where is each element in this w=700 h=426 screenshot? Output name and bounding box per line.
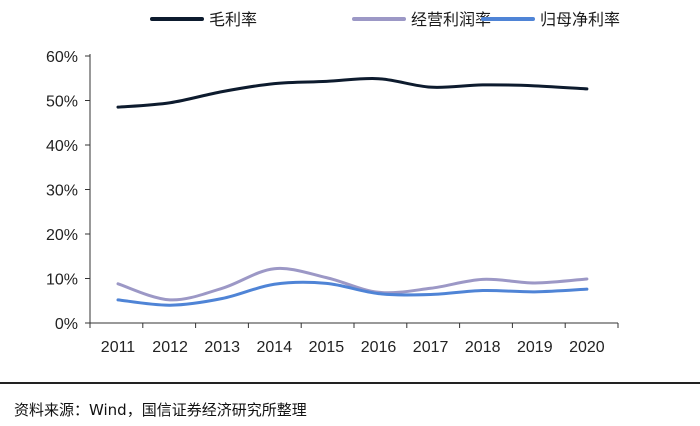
x-tick-label: 2014 xyxy=(257,339,293,356)
series-line-operating-margin xyxy=(116,266,589,302)
y-tick-label: 0% xyxy=(55,316,78,333)
x-axis-ticks: 2011 2012 2013 2014 2015 2016 2017 2018 2019 2020 xyxy=(101,339,605,356)
series-line-net-margin xyxy=(116,280,589,307)
footer-divider xyxy=(0,382,700,384)
line-chart: 毛利率 经营利润率 归母净利率 0%10%20%30%40%50%60% 2011 2… xyxy=(46,10,620,356)
y-tick-label: 60% xyxy=(46,49,78,66)
x-tick-label: 2013 xyxy=(204,339,240,356)
series-lines xyxy=(116,76,589,307)
y-tick-label: 10% xyxy=(46,272,78,289)
legend-label-net-margin: 归母净利率 xyxy=(540,10,620,29)
x-tick-label: 2018 xyxy=(465,339,501,356)
x-tick-label: 2019 xyxy=(517,339,553,356)
y-tick-label: 50% xyxy=(46,94,78,111)
legend-label-gross-margin: 毛利率 xyxy=(209,10,257,29)
axes xyxy=(85,54,619,328)
x-tick-label: 2020 xyxy=(569,339,605,356)
source-note: 资料来源：Wind，国信证券经济研究所整理 xyxy=(14,401,307,419)
x-tick-label: 2012 xyxy=(152,339,188,356)
x-tick-label: 2011 xyxy=(101,339,136,356)
y-tick-label: 40% xyxy=(46,138,78,155)
y-tick-label: 20% xyxy=(46,227,78,244)
series-line-gross-margin xyxy=(116,76,589,109)
y-tick-label: 30% xyxy=(46,183,78,200)
legend: 毛利率 经营利润率 归母净利率 xyxy=(150,10,620,29)
y-axis-ticks: 0% 10% 20% 30% 40% 50% 60% xyxy=(46,49,78,333)
x-tick-label: 2015 xyxy=(309,339,345,356)
x-tick-label: 2016 xyxy=(361,339,397,356)
legend-label-operating-margin: 经营利润率 xyxy=(411,10,491,29)
x-tick-label: 2017 xyxy=(413,339,449,356)
